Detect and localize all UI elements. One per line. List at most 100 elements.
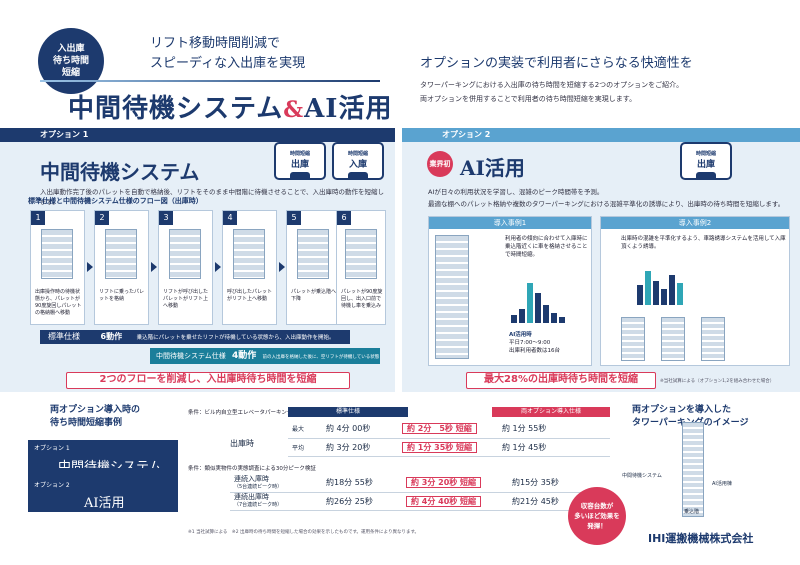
tower-icon: [661, 317, 685, 361]
effect-badge: 収容台数が 多いほど効果を 発揮！: [568, 487, 626, 545]
tower-icon: [233, 229, 265, 279]
user-count: 出庫利用者数は16台: [509, 348, 560, 354]
reduction-value: 約 1分 35秒 短縮: [402, 441, 478, 453]
option2-desc-2: 最適な棚へのパレット格納や複数のタワーパーキングにおける混雑平準化の誘導により、…: [428, 200, 785, 208]
flow-step-1: 1 出庫操作時の待機状態から、パレットが90度旋回しパレットの格納棚へ移動: [30, 210, 85, 325]
header-both-options: 両オプション導入仕様: [492, 407, 610, 417]
reduction-cell: 約 1分 35秒 短縮: [398, 438, 498, 457]
label-ai: AI活用棟: [712, 481, 732, 487]
title-rule: [40, 80, 380, 82]
case-study-2: 導入事例2 出庫時の混雑を平準化するよう、車路誘導システムを活用して入庫頂くよう…: [600, 216, 790, 366]
table-row: 平均 約 3分 20秒 約 1分 35秒 短縮 約 1分 45秒: [288, 438, 610, 457]
step-text: 呼び出したパレットがリフト上へ移動: [227, 289, 273, 302]
intro-heading: オプションの実装で利用者にさらなる快適性を: [420, 56, 693, 71]
tagline-line-1: リフト移動時間削減で: [150, 36, 281, 51]
peak-hours: 平日7:00〜9:00: [509, 340, 551, 346]
icon-big-label: 入庫: [348, 160, 367, 170]
table-row: 連続出庫時 （7台連続ピーク時） 約26分 25秒 約 4分 40秒 短縮 約2…: [230, 492, 610, 511]
step-number: 1: [31, 211, 45, 225]
step-text: リフトが呼び出したパレットがリフト上へ移動: [163, 289, 209, 309]
case-text: 出庫時の混雑を平準化するよう、車路誘導システムを活用して入庫頂くよう誘導。: [621, 236, 786, 250]
case-text: 利用者の傾向に合わせて入庫時に乗込階近くに車を格納させることで時間短縮。: [505, 236, 588, 258]
badge-line: 待ち時間: [52, 56, 89, 66]
title-a: 中間待機システム: [68, 94, 284, 124]
reduction-cell: 約 2分 5秒 短縮: [398, 420, 498, 439]
icon-small-label: 時間短縮: [695, 151, 716, 157]
row-kind-sub: （5台連続ピーク時）: [234, 483, 283, 490]
step-number: 2: [95, 211, 109, 225]
reduction-cell: 約 4分 40秒 短縮: [402, 492, 508, 511]
option2-result-note: ※当社試算による（オプション1,2を組み合わせた場合）: [660, 379, 775, 384]
arrow-right-icon: [151, 262, 157, 272]
bottom-title-line-2: 待ち時間短縮事例: [50, 418, 123, 428]
pill-label: オプション 1: [34, 445, 70, 452]
bar: [653, 281, 659, 305]
option2-tab: オプション 2: [402, 128, 800, 142]
step-number: 6: [337, 211, 351, 225]
step-text: パレットが90度旋回し、出入口前で待機し車を乗込み: [341, 289, 383, 309]
case1-bar-chart: [511, 279, 565, 323]
standard-spec-bar: 標準仕様 6動作 乗込階にパレットを乗せたリフトが待機している状態から、入出庫動…: [40, 330, 350, 344]
bar: [661, 289, 667, 305]
option2-pill: オプション 2 AI活用: [28, 468, 178, 512]
condition-1: 条件：ビル内自立型エレベータパーキング1基74台: [188, 410, 314, 416]
tagline: リフト移動時間削減で スピーディな入出庫を実現: [150, 34, 305, 74]
tower-icon: [41, 229, 73, 279]
bar: [637, 285, 643, 305]
ai-use-label: AI活用時: [509, 332, 532, 338]
row-kind: 平均: [288, 438, 322, 457]
bar: [669, 275, 675, 305]
bar: [527, 283, 533, 323]
tower-icon: [621, 317, 645, 361]
tower-icon: [435, 235, 469, 359]
icon-big-label: 出庫: [290, 160, 309, 170]
step-number: 4: [223, 211, 237, 225]
tower-icon: [345, 229, 377, 279]
entry-time-icon: 時間短縮 入庫: [332, 142, 384, 180]
reduction-value: 約 3分 20秒 短縮: [406, 477, 482, 489]
title-amp: &: [283, 97, 305, 123]
label-mid-system: 中間待機システム: [622, 473, 662, 479]
industry-first-badge: 業界初: [427, 151, 453, 177]
pill-label: オプション 2: [34, 482, 70, 489]
badge-line: 入出庫: [57, 44, 85, 54]
tower-icon: [297, 229, 329, 279]
step-text: 出庫操作時の待機状態から、パレットが90度旋回しパレットの格納棚へ移動: [35, 289, 82, 316]
page-title: 中間待機システム&AI活用: [68, 88, 392, 125]
tower-icon: [701, 317, 725, 361]
bar: [551, 313, 557, 323]
title-b: AI活用: [304, 94, 393, 124]
tower-illustration: [682, 422, 704, 517]
condition-2: 条件：類似実物件の実態調査による30分ピーク検証: [188, 466, 316, 472]
std-time: 約18分 55秒: [322, 474, 402, 493]
flow-step-4: 4 呼び出したパレットがリフト上へ移動: [222, 210, 277, 325]
footnote: ※1 当社試算による ※2 出庫時の待ち時間を短縮した場合の効果を示したものです…: [188, 530, 419, 535]
standard-spec-note: 乗込階にパレットを乗せたリフトが待機している状態から、入出庫動作を開始。: [136, 335, 335, 341]
step-number: 5: [287, 211, 301, 225]
option2-title: AI活用: [460, 156, 525, 180]
mid-spec-label: 中間待機システム仕様: [156, 352, 226, 360]
bottom-title-line-1: 両オプション導入時の: [50, 405, 141, 415]
car-icon: [696, 172, 716, 180]
row-kind-cell: 連続出庫時 （7台連続ピーク時）: [230, 492, 322, 511]
effect-line: 発揮！: [587, 522, 607, 530]
std-time: 約26分 25秒: [322, 492, 402, 511]
reduction-cell: 約 3分 20秒 短縮: [402, 474, 508, 493]
option1-desc: 入出庫動作完了後のパレットを自動で格納後、リフトをそのまま中間階に待機させること…: [40, 188, 385, 206]
car-icon: [348, 172, 368, 180]
exit-time-icon: 時間短縮 出庫: [274, 142, 326, 180]
arrow-right-icon: [279, 262, 285, 272]
label-ground: 乗込階: [684, 509, 700, 515]
table-row: 連続入庫時 （5台連続ピーク時） 約18分 55秒 約 3分 20秒 短縮 約1…: [230, 474, 610, 493]
mid-spec-bar: 中間待機システム仕様 4動作 前の入出庫を格納した後に、空リフトが待機している状…: [150, 348, 380, 378]
effect-line: 多いほど効果を: [574, 512, 620, 520]
icon-big-label: 出庫: [696, 160, 715, 170]
standard-spec-count: 6動作: [100, 332, 123, 341]
bar: [511, 315, 517, 323]
bar: [543, 305, 549, 323]
opt-time: 約15分 35秒: [508, 474, 610, 493]
flow-step-2: 2 リフトに乗ったパレットを格納: [94, 210, 149, 325]
step-text: リフトに乗ったパレットを格納: [99, 289, 145, 302]
row-kind-sub: （7台連続ピーク時）: [234, 502, 283, 508]
bar: [677, 283, 683, 305]
